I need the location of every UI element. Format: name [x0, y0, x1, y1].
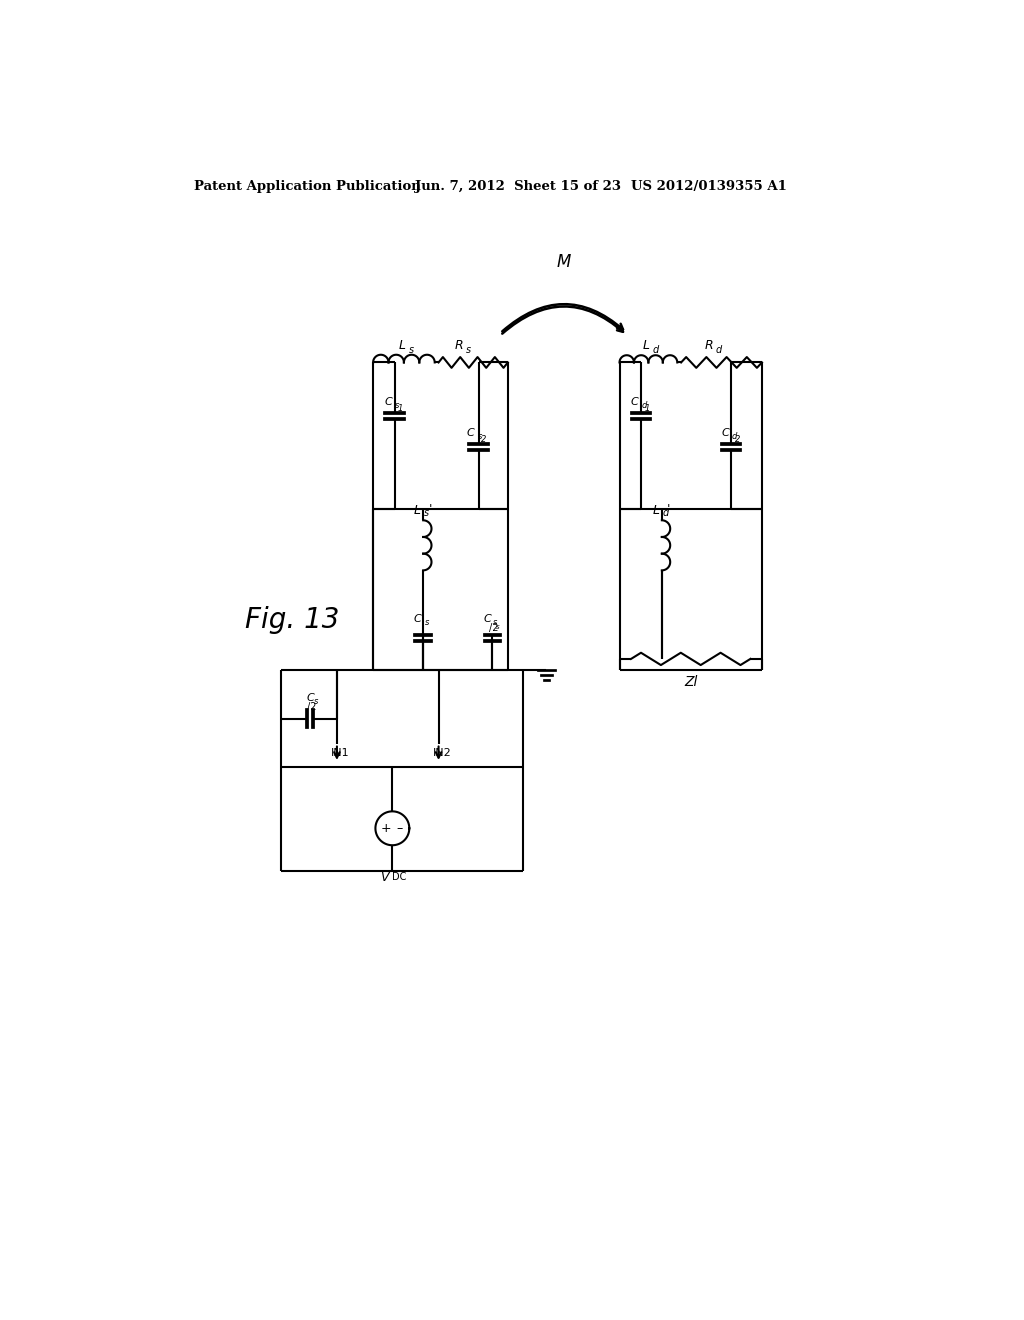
Text: L: L [399, 339, 406, 352]
Text: s: s [466, 345, 471, 355]
Text: C: C [414, 614, 422, 624]
Text: d: d [642, 401, 647, 411]
Text: d: d [732, 432, 737, 441]
Text: 2: 2 [481, 436, 486, 444]
Text: C: C [385, 397, 392, 408]
Text: s: s [497, 624, 500, 631]
Text: R: R [706, 339, 714, 352]
Text: M: M [556, 253, 570, 272]
Text: s: s [494, 618, 498, 627]
Text: d: d [663, 508, 669, 517]
Text: C: C [306, 693, 313, 704]
Text: L: L [414, 504, 421, 517]
Text: /2: /2 [307, 702, 316, 711]
Text: V: V [380, 871, 388, 883]
Text: 2: 2 [735, 436, 740, 444]
Text: +: + [380, 822, 391, 834]
Text: 1: 1 [397, 404, 403, 413]
Text: ': ' [429, 503, 432, 516]
Text: L: L [652, 504, 659, 517]
Text: s: s [394, 401, 399, 411]
Text: 1: 1 [645, 404, 650, 413]
Text: C: C [631, 397, 639, 408]
Text: s: s [409, 345, 414, 355]
Text: /2: /2 [489, 623, 499, 632]
Text: Jun. 7, 2012  Sheet 15 of 23: Jun. 7, 2012 Sheet 15 of 23 [416, 181, 622, 194]
Text: DC: DC [392, 873, 407, 882]
Text: Patent Application Publication: Patent Application Publication [195, 181, 421, 194]
Text: IN2: IN2 [432, 748, 452, 758]
Text: R: R [455, 339, 464, 352]
Text: L: L [643, 339, 650, 352]
Text: s: s [424, 508, 429, 517]
Text: C: C [467, 428, 475, 438]
Text: US 2012/0139355 A1: US 2012/0139355 A1 [631, 181, 786, 194]
Text: IN1: IN1 [331, 748, 349, 758]
Text: Fig. 13: Fig. 13 [245, 606, 339, 635]
Text: s: s [313, 697, 318, 706]
Text: d: d [652, 345, 658, 355]
Text: Zl: Zl [684, 675, 697, 689]
Text: d: d [716, 345, 722, 355]
Text: ': ' [668, 503, 671, 516]
Text: s: s [478, 432, 482, 441]
Text: C: C [483, 614, 490, 624]
Text: s: s [425, 618, 429, 627]
Text: –: – [396, 822, 402, 834]
Text: C: C [721, 428, 729, 438]
